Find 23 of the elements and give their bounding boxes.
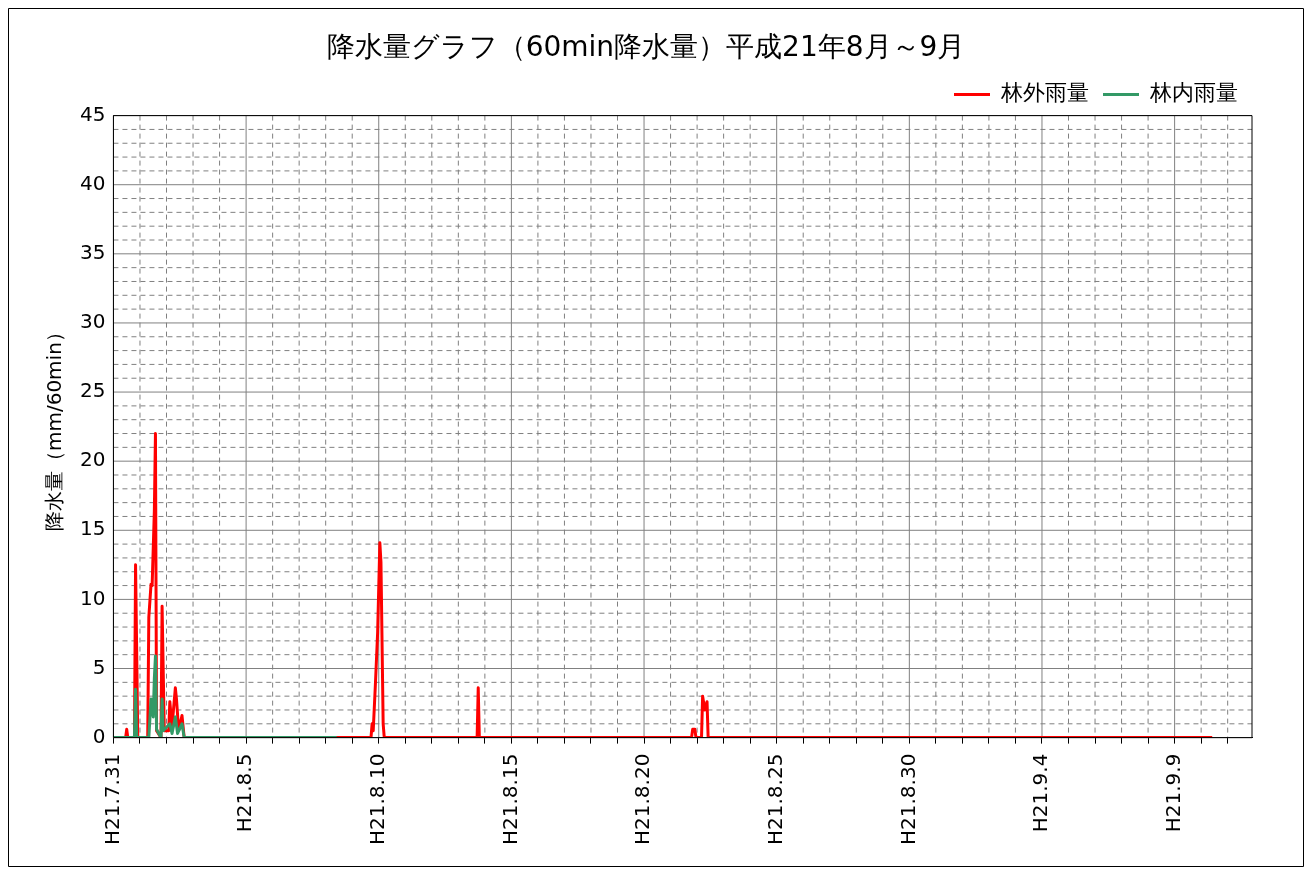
chart-title: 降水量グラフ（60min降水量）平成21年8月～9月 (326, 30, 966, 64)
y-axis-title: 降水量（mm/60min） (42, 322, 67, 532)
legend-label: 林外雨量 (1000, 80, 1089, 106)
legend-label: 林内雨量 (1149, 80, 1238, 106)
y-tick-label: 20 (80, 447, 106, 472)
x-tick-label: H21.8.5 (232, 753, 257, 833)
x-tick-label: H21.8.25 (762, 753, 787, 846)
y-tick-label: 10 (80, 585, 106, 610)
x-tick-label: H21.7.31 (99, 753, 124, 846)
y-tick-label: 25 (80, 378, 106, 403)
y-tick-label: 45 (80, 101, 106, 126)
x-tick-label: H21.9.9 (1160, 753, 1185, 833)
x-tick-label: H21.8.20 (630, 753, 655, 846)
x-tick-label: H21.8.15 (497, 753, 522, 846)
x-tick-label: H21.8.10 (364, 753, 389, 846)
y-tick-label: 5 (92, 654, 106, 679)
y-tick-label: 15 (80, 516, 106, 541)
y-tick-label: 35 (80, 240, 106, 265)
y-tick-label: 30 (80, 309, 106, 334)
x-tick-label: H21.8.30 (895, 753, 920, 846)
x-tick-label: H21.9.4 (1028, 753, 1053, 833)
y-tick-label: 40 (80, 170, 106, 195)
y-tick-label: 0 (92, 723, 106, 748)
